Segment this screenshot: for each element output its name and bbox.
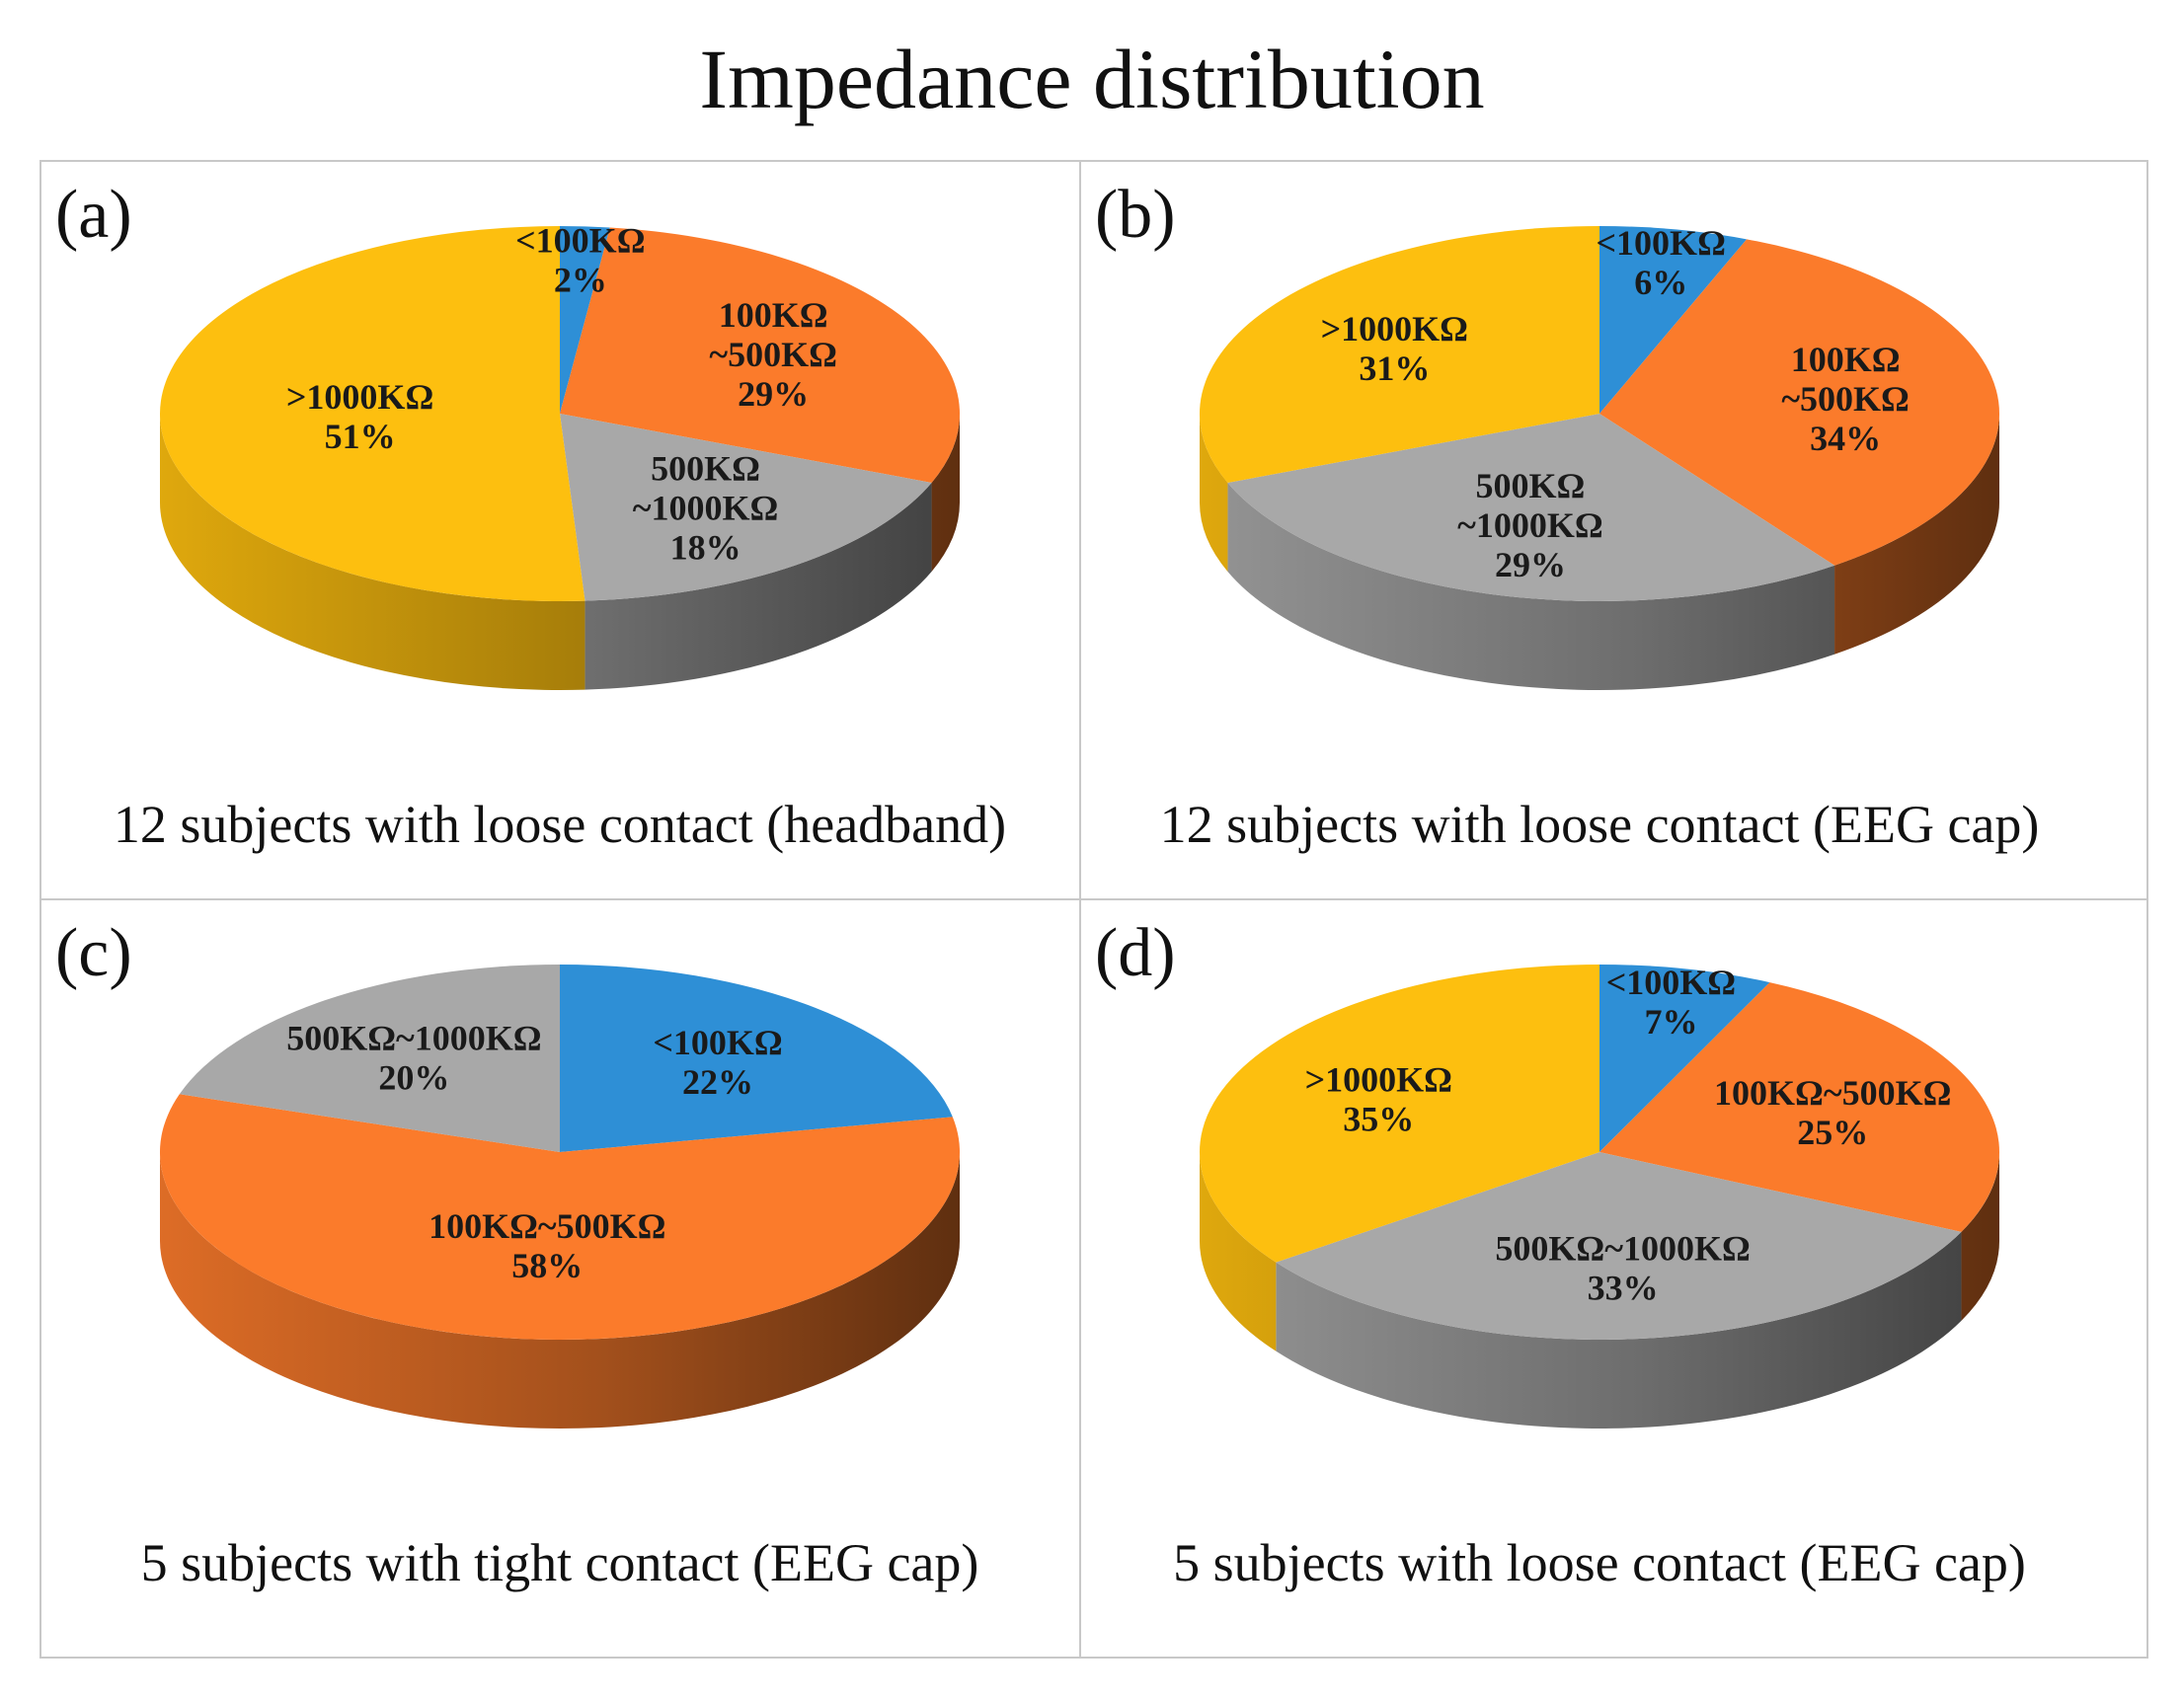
slice-label-gt1000k: >1000KΩ 31% xyxy=(1321,309,1468,388)
slice-label-500k-1000k: 500KΩ ~1000KΩ 18% xyxy=(633,448,779,567)
panel-a: <100KΩ 2% 100KΩ ~500KΩ 29% 500KΩ ~1000KΩ 18% >10… xyxy=(41,162,1078,897)
panel-c: <100KΩ 22% 100KΩ~500KΩ 58% 500KΩ~1000KΩ 20% (… xyxy=(41,900,1078,1636)
panel-caption: 12 subjects with loose contact (headband… xyxy=(113,795,1007,854)
slice-label-100k-500k: 100KΩ ~500KΩ 34% xyxy=(1781,340,1910,458)
pie-slice-100k-500k xyxy=(160,1094,960,1340)
figure-title: Impedance distribution xyxy=(699,32,1485,126)
pie-chart-c: <100KΩ 22% 100KΩ~500KΩ 58% 500KΩ~1000KΩ 20% xyxy=(160,965,960,1429)
pie-slice-lt100k xyxy=(1599,226,1748,414)
pie-slice-100k-500k xyxy=(1599,239,2000,566)
slice-label-gt1000k: >1000KΩ 35% xyxy=(1305,1060,1452,1139)
pie-side-100k-500k xyxy=(160,1152,960,1429)
slice-label-100k-500k: 100KΩ~500KΩ 58% xyxy=(429,1206,665,1285)
slice-label-100k-500k: 100KΩ ~500KΩ 29% xyxy=(709,295,837,414)
pie-chart-d: <100KΩ 7% 100KΩ~500KΩ 25% 500KΩ~1000KΩ 33% >10… xyxy=(1200,963,1999,1429)
panel-grid xyxy=(39,160,2148,1659)
pie-side-100k-500k xyxy=(1961,1152,1999,1321)
pie-side-100k-500k xyxy=(931,414,960,572)
slice-label-500k-1000k: 500KΩ~1000KΩ 20% xyxy=(286,1019,541,1098)
pie-slice-500k-1000k xyxy=(1276,1152,1962,1340)
pie-side-500k-1000k xyxy=(585,482,932,690)
pie-slice-gt1000k xyxy=(1200,965,1599,1263)
slice-label-500k-1000k: 500KΩ~1000KΩ 33% xyxy=(1495,1228,1750,1307)
panel-letter: (c) xyxy=(55,915,132,991)
pie-side-500k-1000k xyxy=(1276,1231,1962,1429)
slice-label-500k-1000k: 500KΩ ~1000KΩ 29% xyxy=(1457,466,1603,584)
panel-caption: 5 subjects with loose contact (EEG cap) xyxy=(1173,1533,2026,1592)
pie-side-gt1000k xyxy=(1200,414,1228,572)
pie-slice-100k-500k xyxy=(1599,982,1999,1232)
panel-b: <100KΩ 6% 100KΩ ~500KΩ 34% 500KΩ ~1000KΩ 29% >10… xyxy=(1081,162,2118,897)
pie-side-500k-1000k xyxy=(1227,482,1835,691)
pie-slice-gt1000k xyxy=(1200,226,1599,483)
panel-letter: (d) xyxy=(1095,915,1176,991)
slice-label-gt1000k: >1000KΩ 51% xyxy=(286,377,433,456)
slice-label-lt100k: <100KΩ 22% xyxy=(653,1023,782,1102)
pie-slice-lt100k xyxy=(560,226,610,414)
panel-d: <100KΩ 7% 100KΩ~500KΩ 25% 500KΩ~1000KΩ 33% >10… xyxy=(1081,900,2118,1636)
slice-label-lt100k: <100KΩ 2% xyxy=(515,221,645,300)
pie-slice-500k-1000k xyxy=(1227,414,1835,601)
pie-slice-100k-500k xyxy=(560,227,960,483)
pie-chart-b: <100KΩ 6% 100KΩ ~500KΩ 34% 500KΩ ~1000KΩ 29% >10… xyxy=(1200,223,2000,691)
pie-slice-500k-1000k xyxy=(179,965,560,1152)
pie-side-100k-500k xyxy=(1834,414,1999,655)
pie-chart-a: <100KΩ 2% 100KΩ ~500KΩ 29% 500KΩ ~1000KΩ 18% >10… xyxy=(160,221,960,690)
panel-caption: 12 subjects with loose contact (EEG cap) xyxy=(1159,795,2040,854)
pie-side-gt1000k xyxy=(1200,1152,1277,1352)
pie-slice-gt1000k xyxy=(160,226,585,601)
panel-letter: (b) xyxy=(1095,177,1176,253)
slice-label-100k-500k: 100KΩ~500KΩ 25% xyxy=(1714,1073,1951,1152)
slice-label-lt100k: <100KΩ 6% xyxy=(1597,223,1726,302)
pie-slice-lt100k xyxy=(560,965,953,1152)
pie-slice-500k-1000k xyxy=(560,414,932,601)
grid-divider-horizontal xyxy=(39,898,2148,900)
grid-divider-vertical xyxy=(1079,160,1081,1659)
pie-side-gt1000k xyxy=(160,414,585,690)
pie-slice-lt100k xyxy=(1599,965,1770,1152)
slice-label-lt100k: <100KΩ 7% xyxy=(1606,963,1736,1042)
panel-caption: 5 subjects with tight contact (EEG cap) xyxy=(140,1533,979,1592)
panel-letter: (a) xyxy=(55,177,132,253)
